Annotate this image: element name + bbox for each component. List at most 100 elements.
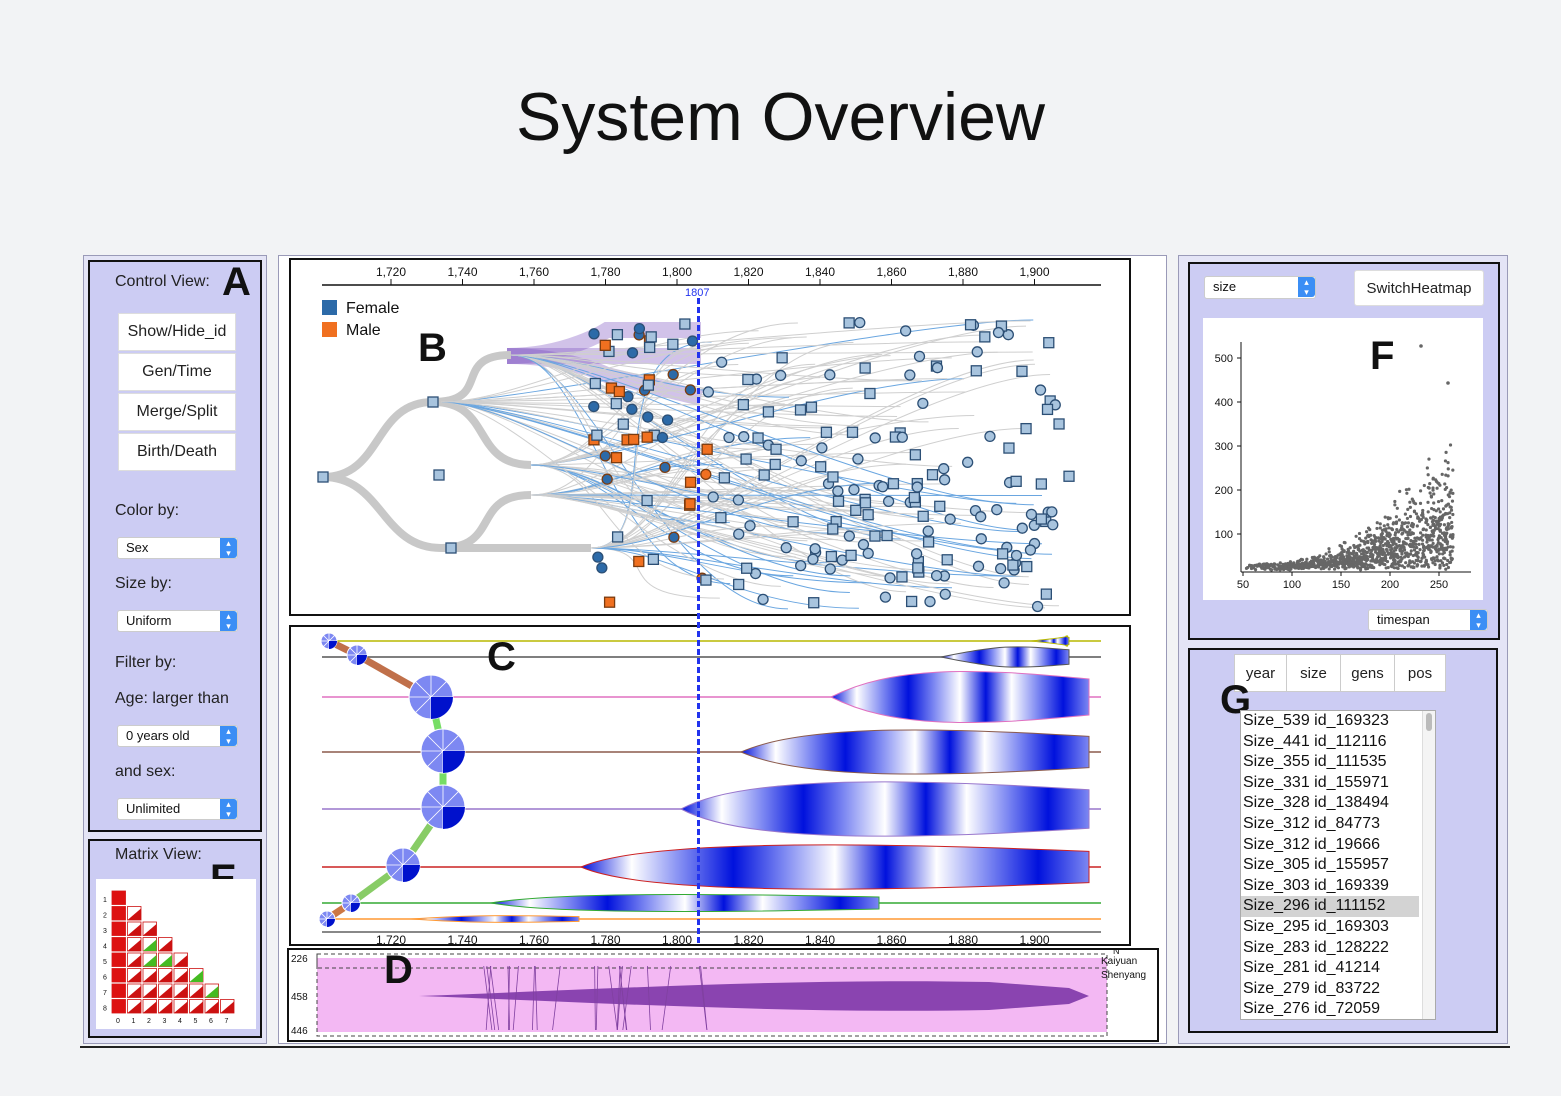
scatter-point: [1413, 536, 1417, 540]
list-item[interactable]: Size_295 id_169303: [1243, 917, 1389, 935]
scatter-point: [1395, 555, 1399, 559]
person-node: [641, 494, 653, 507]
list-item[interactable]: Size_355 id_111535: [1243, 753, 1387, 771]
lane-stream: [739, 729, 1090, 775]
y-metric-select[interactable]: size ▴ ▾: [1204, 276, 1316, 299]
x-tick-label: 1,880: [948, 933, 978, 944]
family-list[interactable]: Size_539 id_169323 Size_441 id_112116 Size…: [1240, 710, 1436, 1020]
matrix-cell-fill: [127, 970, 141, 982]
show-hide-id-button[interactable]: Show/Hide_id: [118, 313, 236, 351]
pie-slice-edge: [427, 735, 444, 752]
scatter-point: [1316, 565, 1321, 569]
branch-line: [530, 494, 1059, 607]
person-node: [975, 511, 987, 523]
person-node: [962, 456, 974, 468]
list-item[interactable]: Size_331 id_155971: [1243, 773, 1389, 791]
time-marker-line[interactable]: [697, 298, 700, 943]
scatter-point: [1415, 564, 1419, 568]
birth-death-button[interactable]: Birth/Death: [118, 433, 236, 471]
scatter-point: [1451, 468, 1455, 472]
gen-time-button[interactable]: Gen/Time: [118, 353, 236, 391]
scatter-point: [1411, 499, 1415, 503]
person-node: [667, 338, 679, 350]
size-by-select[interactable]: Uniform ▴ ▾: [117, 610, 238, 632]
branch-line: [530, 353, 883, 496]
scatter-point: [1385, 548, 1389, 552]
scatter-point: [1424, 528, 1428, 532]
list-item[interactable]: Size_305 id_155957: [1243, 856, 1389, 874]
scatter-point: [1432, 528, 1436, 532]
list-item[interactable]: Size_283 id_128222: [1243, 938, 1389, 956]
scatter-point: [1341, 562, 1345, 566]
scatter-point: [1442, 563, 1446, 568]
branch-timeline[interactable]: 1,720 1,740 1,760 1,780 1,800 1,820 1,840 1,860…: [291, 627, 1129, 944]
list-item[interactable]: Size_279 id_83722: [1243, 979, 1381, 997]
list-item[interactable]: Size_312 id_84773: [1243, 814, 1381, 832]
tab-year[interactable]: year: [1235, 655, 1287, 691]
list-item[interactable]: Size_328 id_138494: [1243, 794, 1389, 812]
scrollbar[interactable]: [1422, 711, 1435, 1019]
person-node: [795, 455, 807, 467]
list-item[interactable]: Size_303 id_169339: [1243, 876, 1389, 894]
scatter-plot[interactable]: 500 400 300 200 100 50 100 150 200 250: [1203, 318, 1483, 600]
geo-flow[interactable]: 226 458 446 Kaiyuan Shenyang N: [289, 950, 1157, 1040]
color-by-select[interactable]: Sex ▴ ▾: [117, 537, 238, 559]
scatter-point: [1411, 531, 1415, 536]
scrollbar-thumb[interactable]: [1426, 713, 1432, 731]
switch-heatmap-button[interactable]: SwitchHeatmap: [1354, 270, 1484, 306]
scatter-point: [1398, 489, 1402, 493]
scatter-point: [1395, 536, 1400, 540]
scatter-point: [1438, 547, 1442, 552]
list-item[interactable]: Size_312 id_19666: [1243, 835, 1381, 853]
person-node: [684, 498, 696, 510]
x-metric-select[interactable]: timespan ▴ ▾: [1368, 609, 1488, 631]
list-item[interactable]: Size_276 id_72059: [1243, 1000, 1381, 1018]
scatter-point: [1440, 543, 1444, 547]
person-node: [641, 431, 653, 443]
person-node: [647, 553, 660, 566]
genealogy-tree[interactable]: 1,720 1,740 1,760 1,780 1,800 1,820 1,840 1,860…: [291, 260, 1129, 614]
person-node: [795, 560, 807, 572]
list-item[interactable]: Size_281 id_41214: [1243, 959, 1381, 977]
y-tick-label: 300: [1215, 441, 1233, 453]
scatter-point: [1294, 565, 1298, 569]
tab-gens[interactable]: gens: [1341, 655, 1395, 691]
scatter-point: [1384, 556, 1388, 560]
scatter-point: [1446, 558, 1450, 563]
person-node: [1043, 337, 1055, 349]
scatter-point: [1350, 552, 1354, 556]
north-label: N: [1113, 950, 1120, 956]
person-node: [445, 542, 457, 554]
migration-flow: [419, 981, 1089, 1011]
scatter-point: [1349, 563, 1353, 567]
scatter-point: [1395, 506, 1399, 510]
age-select[interactable]: 0 years old ▴ ▾: [117, 725, 238, 747]
scatter-point: [1448, 553, 1452, 557]
scatter-point: [1381, 549, 1385, 553]
list-item[interactable]: Size_441 id_112116: [1243, 732, 1387, 750]
x-tick-label: 150: [1332, 579, 1350, 591]
pie-slice-edge: [344, 896, 352, 904]
scatter-point: [1418, 489, 1423, 493]
sex-select[interactable]: Unlimited ▴ ▾: [117, 798, 238, 820]
scatter-point: [1444, 511, 1448, 516]
tab-pos[interactable]: pos: [1407, 664, 1433, 682]
matrix-grid[interactable]: 1 2 3 4 5 6 7 8 0 1 2 3 4 5 6 7: [96, 879, 256, 1029]
pie-slice-edge: [323, 635, 330, 642]
scatter-point: [1432, 492, 1436, 496]
tab-size[interactable]: size: [1287, 655, 1341, 691]
scatter-point: [1366, 526, 1371, 530]
person-node: [1034, 384, 1047, 396]
scatter-point: [1324, 564, 1329, 568]
scatter-point: [1328, 562, 1332, 566]
list-item[interactable]: Size_296 id_111152: [1241, 896, 1419, 917]
scatter-point: [1426, 500, 1430, 504]
scatter-point: [1405, 525, 1410, 529]
migration-line: [489, 965, 500, 1031]
list-item[interactable]: Size_539 id_169323: [1243, 712, 1389, 729]
x-tick-label: 250: [1430, 579, 1448, 591]
scatter-point: [1428, 538, 1432, 542]
migration-line: [486, 965, 496, 1031]
scatter-point: [1433, 562, 1437, 567]
merge-split-button[interactable]: Merge/Split: [118, 393, 236, 431]
